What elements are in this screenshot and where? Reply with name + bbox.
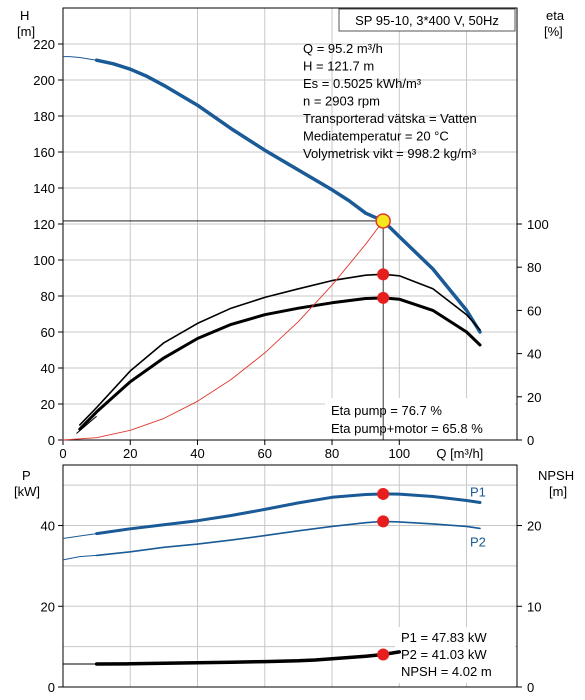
y-tick-label: 200 [33, 73, 55, 88]
head-curve [94, 58, 482, 334]
info-line: Mediatemperatur = 20 °C [303, 129, 449, 144]
p1-point-marker [377, 487, 390, 500]
operating-point-marker [375, 213, 391, 229]
y-tick-label: 0 [48, 433, 55, 448]
p1-series-label: P1 [470, 485, 486, 500]
p-tick-label: 20 [41, 599, 55, 614]
efficiency-curve-extension [76, 415, 97, 434]
y2-tick-label: 0 [527, 433, 534, 448]
y2-tick-label: 20 [527, 390, 541, 405]
power-result-box [395, 627, 515, 683]
y-tick-label: 180 [33, 109, 55, 124]
system-curve-curve [62, 220, 384, 441]
y2-tick-label: 100 [527, 217, 549, 232]
y2-axis-unit: [%] [544, 24, 563, 39]
npsh-point-marker [377, 648, 390, 661]
title-box [338, 8, 516, 32]
y-axis-label: H [20, 8, 29, 23]
eta-pump-point-marker [377, 268, 390, 281]
efficiency-pump-motor-curve [78, 296, 482, 431]
npsh-tick-label: 0 [527, 680, 534, 695]
chart-title: SP 95-10, 3*400 V, 50Hz [355, 13, 499, 28]
npsh-axis-unit: [m] [549, 484, 567, 499]
y-tick-label: 160 [33, 145, 55, 160]
y-tick-label: 220 [33, 37, 55, 52]
x-tick-label: 40 [190, 446, 204, 461]
p1-curve-extension [62, 533, 97, 539]
plot-frame [62, 464, 518, 688]
p-axis-label: P [22, 468, 31, 483]
power-result-line: NPSH = 4.02 m [401, 664, 492, 679]
eta-result-box [325, 398, 515, 438]
p2-curve-extension [62, 554, 97, 561]
x-tick-label: 60 [258, 446, 272, 461]
y-tick-label: 100 [33, 253, 55, 268]
info-line: Volymetrisk vikt = 998.2 kg/m³ [303, 146, 477, 161]
eta-result-line: Eta pump+motor = 65.8 % [331, 421, 483, 436]
x-tick-label: 20 [123, 446, 137, 461]
info-line: Es = 0.5025 kWh/m³ [303, 76, 422, 91]
y2-tick-label: 40 [527, 347, 541, 362]
p2-curve [95, 520, 481, 557]
efficiency-pump-curve [79, 273, 481, 426]
info-line: H = 121.7 m [303, 59, 374, 74]
x-tick-label: 80 [325, 446, 339, 461]
y-tick-label: 20 [41, 397, 55, 412]
p-tick-label: 0 [48, 680, 55, 695]
y2-tick-label: 80 [527, 260, 541, 275]
p-axis-unit: [kW] [14, 484, 40, 499]
npsh-axis-label: NPSH [538, 468, 574, 483]
y2-tick-label: 60 [527, 303, 541, 318]
info-line: Q = 95.2 m³/h [303, 41, 383, 56]
x-axis-label: Q [m³/h] [436, 446, 483, 461]
eta-result-line: Eta pump = 76.7 % [331, 403, 442, 418]
npsh-tick-label: 10 [527, 599, 541, 614]
y-tick-label: 80 [41, 289, 55, 304]
npsh-tick-label: 20 [527, 519, 541, 534]
y-axis-unit: [m] [17, 24, 35, 39]
y-tick-label: 120 [33, 217, 55, 232]
y-tick-label: 60 [41, 325, 55, 340]
bottom-panel [58, 464, 522, 688]
npsh-curve [94, 650, 402, 666]
top-panel [58, 7, 522, 445]
eta-pump-motor-point-marker [377, 291, 390, 304]
y-tick-label: 140 [33, 181, 55, 196]
head-curve-extension [63, 56, 97, 61]
p-tick-label: 40 [41, 519, 55, 534]
p2-point-marker [377, 515, 390, 528]
power-result-line: P1 = 47.83 kW [401, 630, 487, 645]
info-line: Transporterad vätska = Vatten [303, 111, 477, 126]
x-tick-label: 0 [59, 446, 66, 461]
y-tick-label: 40 [41, 361, 55, 376]
y2-axis-label: eta [546, 8, 565, 23]
p2-series-label: P2 [470, 534, 486, 549]
p1-curve [95, 492, 482, 536]
x-tick-label: 100 [388, 446, 410, 461]
info-line: n = 2903 rpm [303, 94, 380, 109]
power-result-line: P2 = 41.03 kW [401, 647, 487, 662]
